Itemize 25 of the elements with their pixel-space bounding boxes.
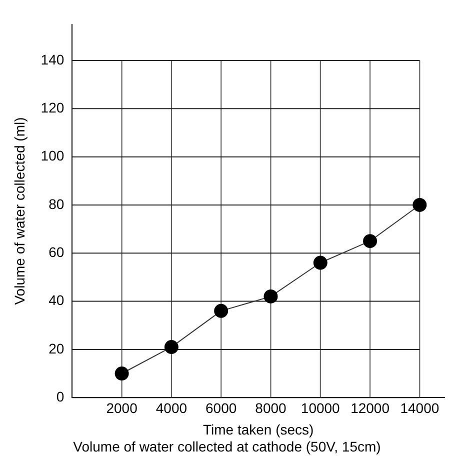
y-tick-label: 20 bbox=[48, 340, 64, 356]
y-tick-label: 140 bbox=[40, 51, 64, 68]
x-tick-label: 12000 bbox=[350, 400, 390, 416]
text: Volume of water collected at cathode (50V, 15cm) bbox=[73, 438, 381, 454]
x-tick-label: 14000 bbox=[400, 400, 440, 416]
y-tick-label: 100 bbox=[40, 148, 64, 164]
y-tick-label: 120 bbox=[40, 100, 64, 116]
y-tick-label: 40 bbox=[48, 292, 64, 308]
x-axis-title: Time taken (secs) bbox=[202, 422, 314, 438]
point bbox=[313, 256, 328, 270]
point bbox=[114, 366, 129, 381]
y-tick-label: 60 bbox=[48, 244, 64, 260]
y-tick-label: 0 bbox=[56, 388, 64, 404]
point bbox=[164, 340, 178, 354]
x-tick-label: 2000 bbox=[106, 400, 138, 416]
x-tick-label: 4000 bbox=[156, 400, 188, 416]
x-tick-label: 10000 bbox=[300, 400, 340, 416]
y-tick-label: 80 bbox=[48, 196, 64, 212]
y-axis-title: Volume of water collected (ml) bbox=[11, 117, 28, 305]
point bbox=[214, 304, 228, 318]
point bbox=[264, 289, 278, 304]
point bbox=[412, 198, 427, 212]
x-tick-label: 8000 bbox=[255, 400, 287, 416]
x-tick-label: 6000 bbox=[206, 400, 237, 416]
point bbox=[363, 234, 378, 248]
